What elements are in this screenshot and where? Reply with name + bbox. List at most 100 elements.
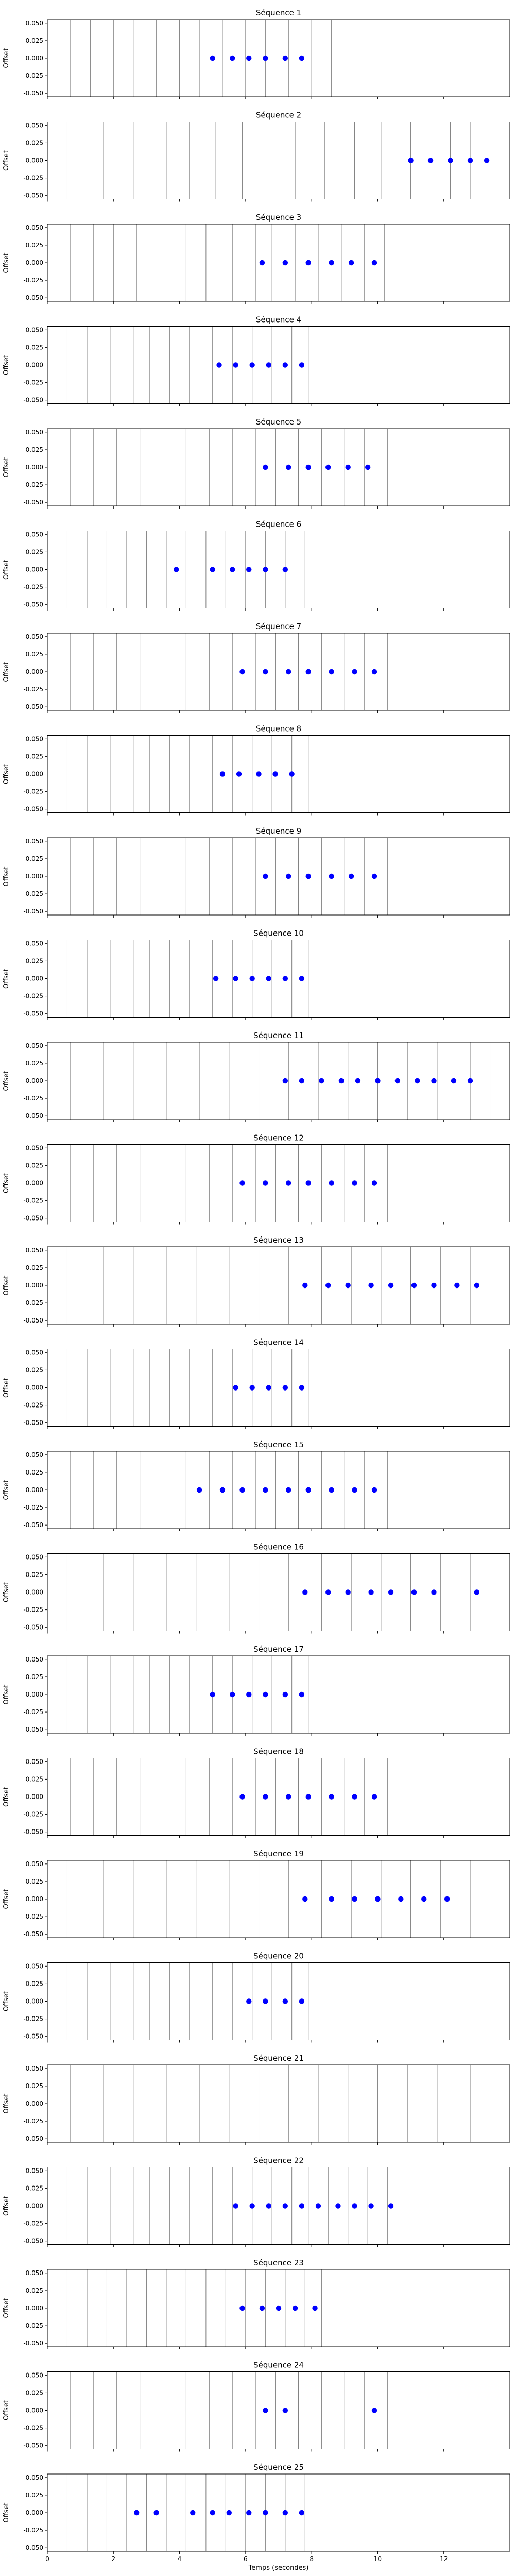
data-point [345, 464, 351, 470]
y-tick-label: -0.025 [23, 2527, 43, 2534]
data-point [299, 55, 305, 61]
data-point [352, 1896, 357, 1902]
panel-title: Séquence 24 [253, 2361, 304, 2370]
y-tick-label: 0.000 [26, 259, 43, 266]
data-point [467, 1078, 473, 1084]
y-tick-label: -0.025 [23, 277, 43, 284]
plot-frame [47, 1962, 510, 2040]
data-point [282, 362, 288, 368]
data-point [246, 1998, 252, 2004]
y-tick-label: 0.000 [26, 2509, 43, 2516]
y-axis-label: Offset [3, 2093, 10, 2113]
data-point [282, 2203, 288, 2209]
y-axis-label: Offset [3, 1378, 10, 1398]
y-tick-label: 0.025 [26, 753, 43, 760]
data-point [484, 158, 490, 163]
y-tick-label: 0.025 [26, 1469, 43, 1476]
y-tick-label: -0.050 [23, 2135, 43, 2142]
data-point [263, 1794, 268, 1800]
data-point [302, 1896, 308, 1902]
y-tick-label: 0.000 [26, 1180, 43, 1187]
data-point [282, 55, 288, 61]
data-point [305, 464, 311, 470]
y-tick-label: -0.050 [23, 2544, 43, 2551]
data-point [276, 2305, 282, 2311]
data-point [263, 1180, 268, 1186]
y-tick-label: -0.025 [23, 379, 43, 386]
data-point [266, 2203, 271, 2209]
data-point [329, 1896, 334, 1902]
data-point [263, 2510, 268, 2516]
y-tick-label: -0.025 [23, 890, 43, 897]
data-point [352, 1794, 357, 1800]
data-point [421, 1896, 427, 1902]
data-point [233, 976, 238, 981]
y-tick-label: 0.050 [26, 1656, 43, 1663]
data-point [335, 2203, 341, 2209]
data-point [249, 976, 255, 981]
panel-title: Séquence 12 [253, 1133, 304, 1143]
data-point [411, 1589, 417, 1595]
y-axis-label: Offset [3, 2502, 10, 2522]
y-tick-label: 0.000 [26, 2202, 43, 2210]
data-point [305, 1180, 311, 1186]
data-point [388, 1589, 394, 1595]
y-tick-label: 0.025 [26, 2287, 43, 2294]
y-axis-label: Offset [3, 560, 10, 580]
plot-frame [47, 19, 510, 97]
data-point [371, 1794, 377, 1800]
panel-title: Séquence 21 [253, 2054, 304, 2063]
panel-title: Séquence 15 [253, 1440, 304, 1449]
panel-title: Séquence 10 [253, 929, 304, 938]
data-point [302, 1589, 308, 1595]
data-point [246, 1691, 252, 1698]
plot-frame [47, 2064, 510, 2143]
panel-title: Séquence 2 [256, 111, 301, 120]
y-tick-label: 0.025 [26, 1775, 43, 1783]
y-tick-label: -0.050 [23, 192, 43, 199]
data-point [266, 976, 271, 981]
y-tick-label: -0.025 [23, 1913, 43, 1920]
y-axis-label: Offset [3, 1991, 10, 2011]
y-tick-label: -0.025 [23, 686, 43, 693]
data-point [263, 464, 268, 470]
data-point [329, 873, 334, 879]
data-point [246, 567, 252, 572]
data-point [375, 1896, 381, 1902]
panel-title: Séquence 23 [253, 2258, 304, 2267]
data-point [375, 1078, 381, 1084]
data-point [249, 362, 255, 368]
y-tick-label: 0.025 [26, 242, 43, 249]
x-tick-label: 12 [440, 2555, 448, 2563]
data-point [325, 1282, 331, 1289]
data-point [348, 873, 354, 879]
y-tick-label: 0.025 [26, 1980, 43, 1987]
data-point [415, 1078, 420, 1084]
data-point [263, 567, 268, 572]
y-tick-label: 0.025 [26, 651, 43, 658]
y-tick-label: 0.025 [26, 2389, 43, 2396]
data-point [325, 1589, 331, 1595]
y-tick-label: -0.025 [23, 1197, 43, 1205]
plot-frame [47, 2167, 510, 2245]
data-point [259, 260, 265, 266]
y-tick-label: -0.025 [23, 2220, 43, 2227]
y-tick-label: 0.025 [26, 548, 43, 555]
data-point [345, 1282, 351, 1289]
y-tick-label: 0.050 [26, 1758, 43, 1765]
y-tick-label: 0.000 [26, 1384, 43, 1392]
y-tick-label: 0.050 [26, 122, 43, 129]
y-tick-label: -0.050 [23, 1828, 43, 1836]
y-tick-label: 0.000 [26, 157, 43, 164]
y-tick-label: 0.000 [26, 55, 43, 62]
data-point [239, 1487, 245, 1493]
data-point [153, 2510, 159, 2516]
panel-title: Séquence 11 [253, 1031, 304, 1040]
data-point [256, 771, 262, 777]
data-point [272, 771, 278, 777]
y-tick-label: -0.050 [23, 499, 43, 506]
y-axis-label: Offset [3, 1582, 10, 1602]
data-point [398, 1896, 404, 1902]
y-tick-label: 0.050 [26, 224, 43, 231]
